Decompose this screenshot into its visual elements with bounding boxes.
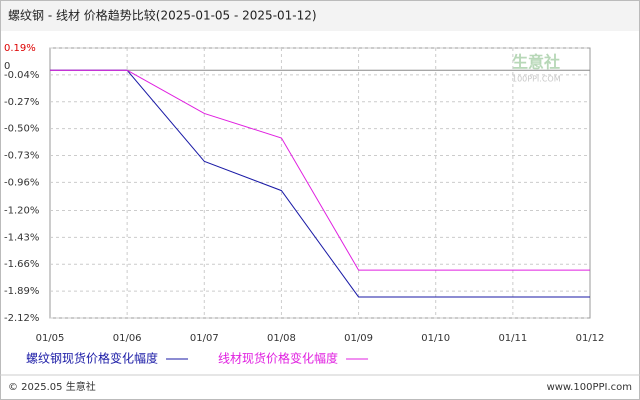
y-tick-label: 0.19% bbox=[4, 43, 36, 54]
zero-label: 0 bbox=[4, 61, 10, 72]
legend-label: 线材现货价格变化幅度 bbox=[218, 351, 338, 366]
plot-area bbox=[49, 47, 591, 319]
x-tick-label: 01/10 bbox=[421, 333, 450, 344]
x-tick-label: 01/11 bbox=[498, 333, 527, 344]
y-tick-label: -1.43% bbox=[4, 232, 39, 243]
x-tick-label: 01/05 bbox=[36, 333, 65, 344]
legend-label: 螺纹钢现货价格变化幅度 bbox=[26, 351, 158, 366]
y-tick-label: -0.96% bbox=[4, 177, 39, 188]
y-tick-label: -1.66% bbox=[4, 259, 39, 270]
chart-title: 螺纹钢 - 线材 价格趋势比较(2025-01-05 - 2025-01-12) bbox=[8, 8, 317, 23]
y-tick-label: -1.20% bbox=[4, 205, 39, 216]
watermark: 100PPI.COM bbox=[512, 75, 561, 84]
x-tick-label: 01/09 bbox=[344, 333, 373, 344]
y-tick-label: -2.12% bbox=[4, 313, 39, 324]
series-line bbox=[50, 69, 590, 271]
watermark: 生意社 bbox=[512, 53, 560, 72]
x-tick-label: 01/06 bbox=[113, 333, 142, 344]
x-tick-label: 01/12 bbox=[576, 333, 605, 344]
y-tick-label: -0.04% bbox=[4, 70, 39, 81]
series-line bbox=[50, 69, 590, 298]
footer-left: © 2025.05 生意社 bbox=[8, 380, 96, 393]
title-bar bbox=[1, 1, 639, 31]
x-tick-label: 01/08 bbox=[267, 333, 296, 344]
x-tick-label: 01/07 bbox=[190, 333, 219, 344]
y-tick-label: -0.73% bbox=[4, 151, 39, 162]
y-tick-label: -0.27% bbox=[4, 97, 39, 108]
y-tick-label: -1.89% bbox=[4, 286, 39, 297]
y-tick-label: -0.50% bbox=[4, 124, 39, 135]
footer-right: www.100PPI.com bbox=[547, 382, 632, 393]
